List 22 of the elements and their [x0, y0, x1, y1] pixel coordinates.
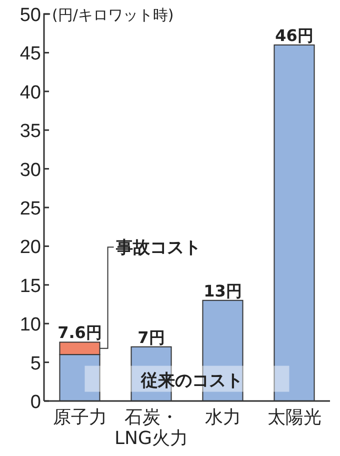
total-label: 7円 [138, 328, 165, 347]
x-tick-label: 水力 [204, 407, 241, 428]
total-label: 7.6円 [58, 323, 102, 342]
y-tick-label: 10 [20, 314, 41, 336]
y-tick-label: 5 [30, 353, 41, 374]
y-tick-label: 30 [20, 160, 41, 181]
y-tick-label: 45 [20, 44, 41, 65]
y-tick-label: 15 [20, 276, 41, 297]
y-tick-label: 35 [20, 121, 41, 142]
text: 事故コスト [114, 238, 201, 258]
y-tick-label: 40 [20, 82, 41, 104]
y-tick-label: 0 [30, 392, 41, 413]
y-tick-label: 50 [20, 5, 41, 26]
x-tick-label: 石炭・ LNG火力 [114, 407, 188, 449]
total-label: 46円 [275, 26, 314, 45]
y-tick-label: 25 [20, 198, 41, 220]
total-label: 13円 [204, 281, 242, 300]
y-tick-label: 20 [20, 237, 41, 258]
x-tick-label: 原子力 [52, 407, 107, 428]
series-label: 従来のコスト [140, 370, 243, 391]
x-tick-label: 太陽光 [267, 407, 322, 428]
y-axis-title: (円/キロワット時) [52, 6, 174, 24]
